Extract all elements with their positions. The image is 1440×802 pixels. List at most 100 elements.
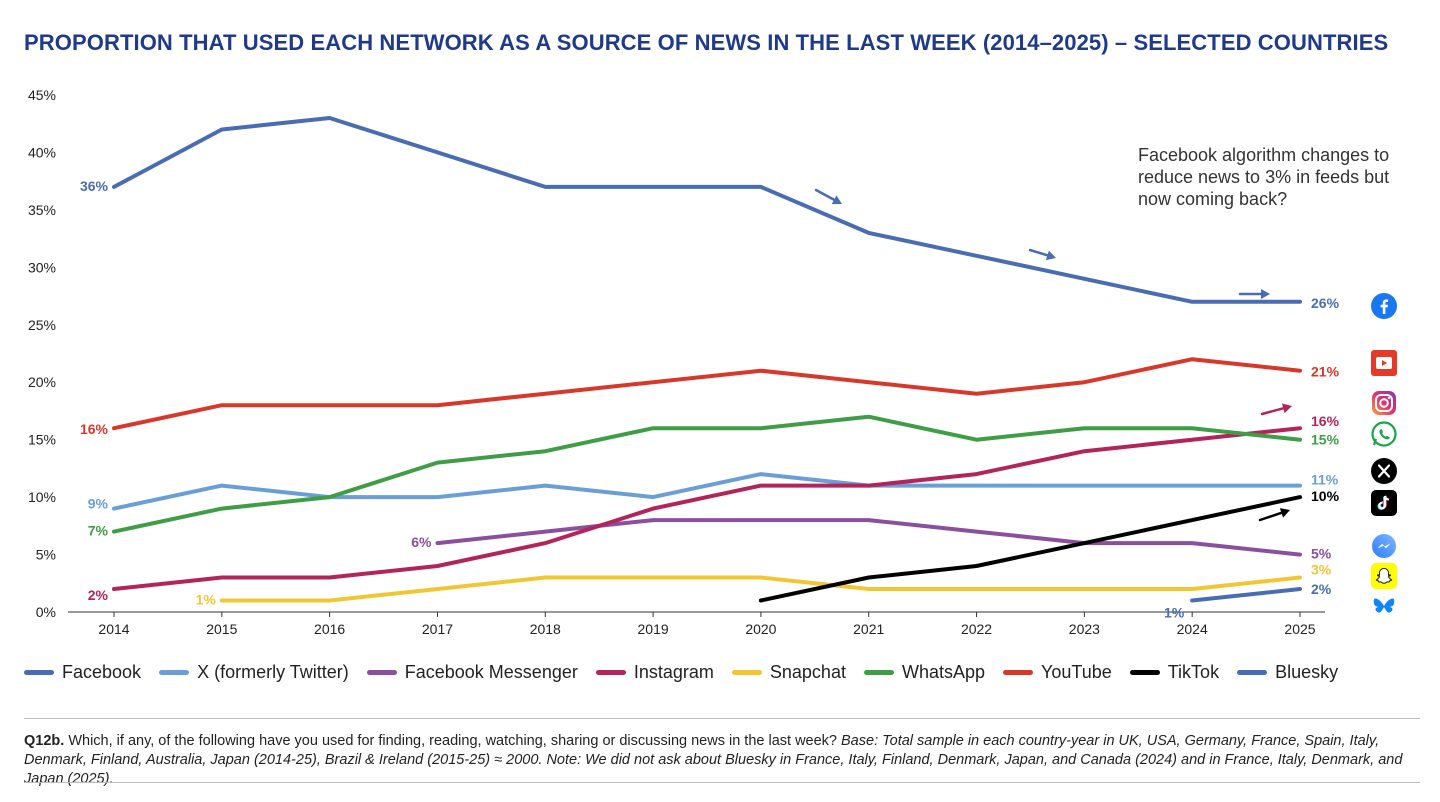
y-tick-label: 45%	[28, 87, 56, 103]
instagram-arrow	[1260, 403, 1292, 416]
y-tick-label: 20%	[28, 374, 56, 390]
legend-item: X (formerly Twitter)	[159, 662, 349, 683]
chart-legend: Facebook X (formerly Twitter) Facebook Mes…	[24, 662, 1356, 683]
end-label-bluesky: 2%	[1311, 581, 1332, 597]
facebook-annotation: Facebook algorithm changes to reduce new…	[1138, 145, 1390, 209]
end-label-snapchat: 3%	[1311, 562, 1332, 578]
x-icon	[1371, 458, 1397, 484]
x-tick-label: 2020	[745, 621, 776, 637]
legend-swatch	[366, 670, 397, 675]
tiktok-arrow	[1258, 508, 1290, 522]
y-tick-label: 10%	[28, 489, 56, 505]
footnote-label: Q12b.	[24, 733, 65, 749]
legend-item: TikTok	[1129, 662, 1220, 683]
tiktok-icon	[1371, 490, 1397, 516]
x-tick-label: 2019	[638, 621, 669, 637]
x-tick-label: 2021	[853, 621, 884, 637]
y-tick-label: 0%	[36, 604, 56, 620]
y-tick-label: 30%	[28, 259, 56, 275]
legend-label: Facebook	[62, 662, 142, 682]
facebook-arrow-2022	[1028, 248, 1056, 261]
chart-title: PROPORTION THAT USED EACH NETWORK AS A S…	[24, 30, 1389, 55]
x-tick-label: 2018	[530, 621, 561, 637]
legend-swatch	[863, 670, 894, 675]
start-label-facebook-messenger: 6%	[411, 534, 432, 550]
start-label-x-formerly-twitter: 9%	[88, 496, 109, 512]
legend-swatch	[24, 670, 54, 675]
footnote-base: Base: Total sample in each country-year …	[24, 733, 1403, 787]
series-line-tiktok	[758, 495, 1302, 603]
legend-label: Snapchat	[769, 662, 846, 682]
chart-data-labels: 36% 26% 9% 11% 6% 5% 2% 16% 1% 3% 7% 15% 16% 21% 10% 1%…	[80, 178, 1340, 621]
end-label-instagram: 16%	[1311, 413, 1340, 429]
end-label-x-formerly-twitter: 11%	[1311, 472, 1339, 488]
x-tick-label: 2024	[1177, 621, 1208, 637]
start-label-instagram: 2%	[88, 587, 109, 603]
legend-swatch	[731, 670, 762, 675]
series-line-bluesky	[1190, 587, 1302, 603]
legend-item: Bluesky	[1237, 662, 1338, 683]
snapchat-icon	[1371, 563, 1397, 589]
chart-series	[112, 116, 1302, 603]
series-line-instagram	[112, 426, 1302, 591]
legend-label: YouTube	[1041, 662, 1112, 682]
bottom-divider	[24, 782, 1420, 783]
series-line-facebook-messenger	[435, 518, 1302, 557]
legend-item: Facebook	[24, 662, 141, 683]
x-tick-label: 2016	[314, 621, 345, 637]
legend-label: X (formerly Twitter)	[197, 662, 349, 682]
legend-label: Instagram	[633, 662, 714, 682]
y-tick-label: 35%	[28, 202, 56, 218]
facebook-arrow-2025	[1238, 289, 1270, 299]
series-line-facebook	[112, 116, 1302, 304]
messenger-icon	[1371, 533, 1397, 559]
end-label-whatsapp: 15%	[1311, 432, 1340, 448]
whatsapp-icon	[1371, 421, 1397, 447]
youtube-icon	[1371, 350, 1397, 376]
trend-arrows	[814, 188, 1292, 522]
facebook-arrow-2020	[814, 188, 842, 205]
legend-swatch	[159, 670, 190, 675]
end-label-facebook-messenger: 5%	[1311, 546, 1332, 562]
legend-label: WhatsApp	[901, 662, 985, 682]
start-label-whatsapp: 7%	[88, 523, 109, 539]
legend-label: Facebook Messenger	[404, 662, 578, 682]
x-tick-label: 2025	[1284, 621, 1315, 637]
end-label-youtube: 21%	[1311, 364, 1340, 380]
y-tick-label: 40%	[28, 144, 56, 160]
facebook-icon	[1371, 293, 1397, 319]
y-tick-label: 25%	[28, 317, 56, 333]
series-line-youtube	[112, 357, 1302, 431]
y-tick-label: 15%	[28, 432, 56, 448]
x-tick-label: 2015	[206, 621, 237, 637]
chart-axes: 0% 5% 10% 15% 20% 25% 30% 35% 40% 45% 2014 2015 2016…	[28, 87, 1325, 637]
start-label-youtube: 16%	[80, 421, 109, 437]
legend-item: YouTube	[1003, 662, 1112, 683]
top-divider	[24, 718, 1420, 719]
legend-item: Snapchat	[731, 662, 846, 683]
start-label-bluesky: 1%	[1164, 605, 1185, 621]
start-label-facebook: 36%	[80, 178, 109, 194]
legend-item: WhatsApp	[863, 662, 985, 683]
legend-swatch	[1237, 670, 1268, 675]
instagram-icon	[1371, 390, 1397, 416]
series-line-snapchat	[219, 575, 1302, 603]
legend-swatch	[1129, 670, 1160, 675]
x-tick-label: 2014	[98, 621, 129, 637]
legend-item: Instagram	[595, 662, 714, 683]
legend-swatch	[595, 670, 626, 675]
legend-item: Facebook Messenger	[366, 662, 578, 683]
legend-swatch	[1003, 670, 1033, 675]
end-label-tiktok: 10%	[1311, 488, 1340, 504]
x-tick-label: 2017	[422, 621, 453, 637]
series-line-whatsapp	[112, 414, 1302, 534]
line-chart: 0% 5% 10% 15% 20% 25% 30% 35% 40% 45% 2014 2015 2016…	[28, 87, 1340, 637]
series-line-x-formerly-twitter	[112, 472, 1302, 511]
x-tick-label: 2022	[961, 621, 992, 637]
legend-label: Bluesky	[1275, 662, 1339, 682]
start-label-snapchat: 1%	[196, 592, 217, 608]
legend-label: TikTok	[1167, 662, 1220, 682]
bluesky-icon	[1371, 594, 1397, 620]
end-label-facebook: 26%	[1311, 295, 1340, 311]
footnote-question: Which, if any, of the following have you…	[64, 733, 842, 749]
